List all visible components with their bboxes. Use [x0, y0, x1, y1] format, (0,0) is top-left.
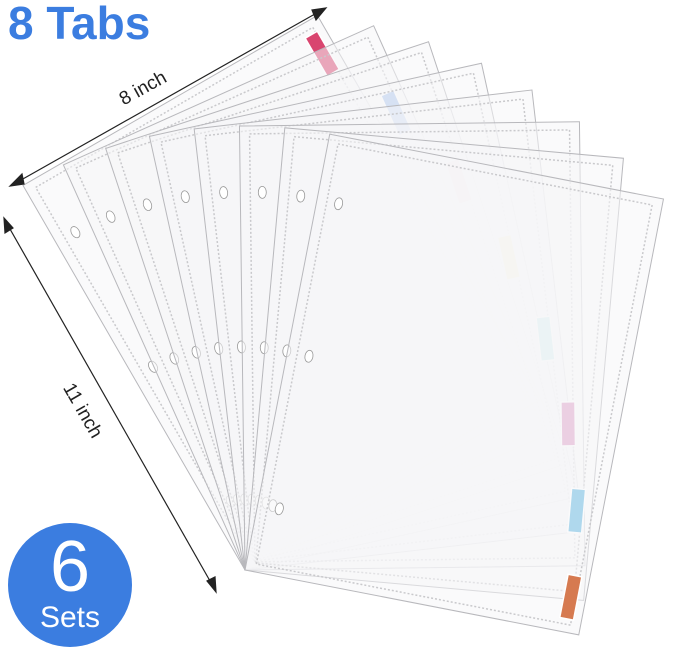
punch-hole [274, 502, 284, 516]
sheet-protector [244, 133, 665, 636]
sets-label: Sets [39, 601, 101, 634]
title: 8 Tabs [8, 0, 151, 49]
punch-hole [70, 226, 81, 239]
punch-hole [142, 198, 153, 211]
punch-hole [180, 190, 190, 204]
punch-hole [296, 189, 306, 203]
punch-hole [334, 197, 344, 211]
punch-hole [105, 210, 116, 223]
sets-count: 6 [49, 527, 91, 607]
width-arrow [8, 7, 328, 187]
index-tab [558, 573, 583, 621]
sets-badge: 6 Sets [8, 523, 132, 647]
punch-hole [257, 185, 267, 199]
height-arrow [3, 216, 217, 594]
punch-hole [304, 349, 314, 363]
punch-hole [219, 186, 229, 199]
